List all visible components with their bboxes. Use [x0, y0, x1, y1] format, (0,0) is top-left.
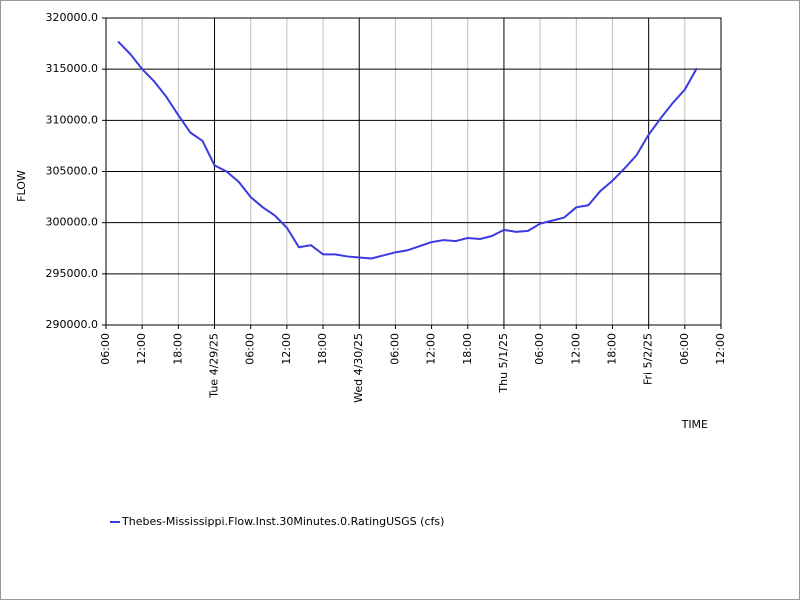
- x-tick-label: Fri 5/2/25: [642, 333, 655, 385]
- y-tick-label: 315000.0: [46, 62, 99, 75]
- x-tick-label: 18:00: [605, 333, 618, 365]
- x-tick-label: 06:00: [388, 333, 401, 365]
- legend-label: Thebes-Mississippi.Flow.Inst.30Minutes.0…: [121, 515, 444, 528]
- x-tick-label: 06:00: [533, 333, 546, 365]
- y-axis-label: FLOW: [15, 170, 28, 202]
- y-tick-label: 320000.0: [46, 11, 99, 24]
- x-tick-label: 06:00: [678, 333, 691, 365]
- x-tick-label: 12:00: [714, 333, 727, 365]
- plot-border: [105, 17, 722, 326]
- y-tick-label: 310000.0: [46, 113, 99, 126]
- x-tick-label: 12:00: [425, 333, 438, 365]
- x-tick-label: 18:00: [461, 333, 474, 365]
- x-tick-label: 12:00: [280, 333, 293, 365]
- x-tick-label: 06:00: [244, 333, 257, 365]
- x-axis-label: TIME: [681, 418, 708, 431]
- x-tick-label: Thu 5/1/25: [497, 333, 510, 394]
- data-line: [117, 40, 698, 260]
- y-tick-label: 305000.0: [46, 165, 99, 178]
- y-tick-label: 300000.0: [46, 216, 99, 229]
- y-tick-label: 290000.0: [46, 318, 99, 331]
- y-tick-label: 295000.0: [46, 267, 99, 280]
- x-tick-label: Tue 4/29/25: [208, 333, 221, 399]
- x-tick-label: 18:00: [316, 333, 329, 365]
- x-tick-label: 12:00: [135, 333, 148, 365]
- x-tick-label: Wed 4/30/25: [352, 333, 365, 403]
- x-tick-label: 06:00: [99, 333, 112, 365]
- x-tick-label: 18:00: [171, 333, 184, 365]
- x-tick-label: 12:00: [569, 333, 582, 365]
